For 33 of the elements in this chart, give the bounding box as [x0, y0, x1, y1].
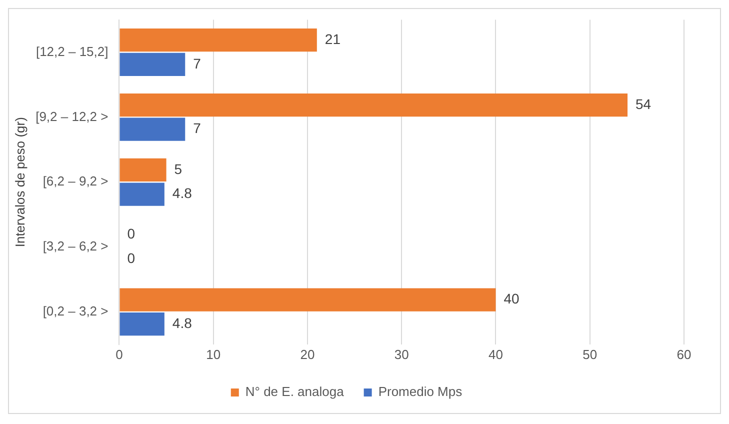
x-tick-label: 20 [300, 346, 315, 362]
y-tick-label: [12,2 – 15,2] [36, 44, 108, 59]
data-label: 7 [193, 55, 202, 72]
data-label: 40 [504, 290, 520, 307]
bar [120, 52, 186, 76]
bar [120, 93, 628, 117]
data-label: 4.8 [172, 185, 192, 202]
x-tick-label: 30 [394, 346, 409, 362]
data-label: 54 [636, 96, 652, 112]
bar [120, 158, 166, 182]
data-label: 4.8 [172, 314, 192, 331]
y-tick-label: [0,2 – 3,2 > [42, 304, 108, 319]
y-tick-label: [9,2 – 12,2 > [36, 108, 108, 124]
bar [120, 28, 317, 52]
x-tick-label: 40 [488, 346, 503, 362]
bar [120, 182, 164, 206]
x-tick-label: 10 [206, 346, 221, 362]
data-label: 0 [127, 226, 136, 242]
data-label: 0 [127, 250, 136, 266]
bar [120, 118, 186, 141]
bar [120, 288, 496, 312]
data-label: 21 [324, 30, 341, 47]
y-axis-title: Intervalos de peso (gr) [12, 117, 28, 248]
y-tick-label: [6,2 – 9,2 > [42, 174, 108, 189]
x-tick-label: 0 [116, 346, 123, 362]
bar [120, 312, 164, 336]
legend-label: N° de E. analoga [245, 384, 345, 400]
data-label: 5 [174, 160, 182, 177]
x-tick-label: 60 [676, 346, 692, 362]
legend-label: Promedio Mps [378, 384, 463, 400]
data-label: 7 [193, 120, 202, 136]
x-tick-label: 50 [582, 346, 598, 362]
y-tick-label: [3,2 – 6,2 > [42, 238, 108, 254]
